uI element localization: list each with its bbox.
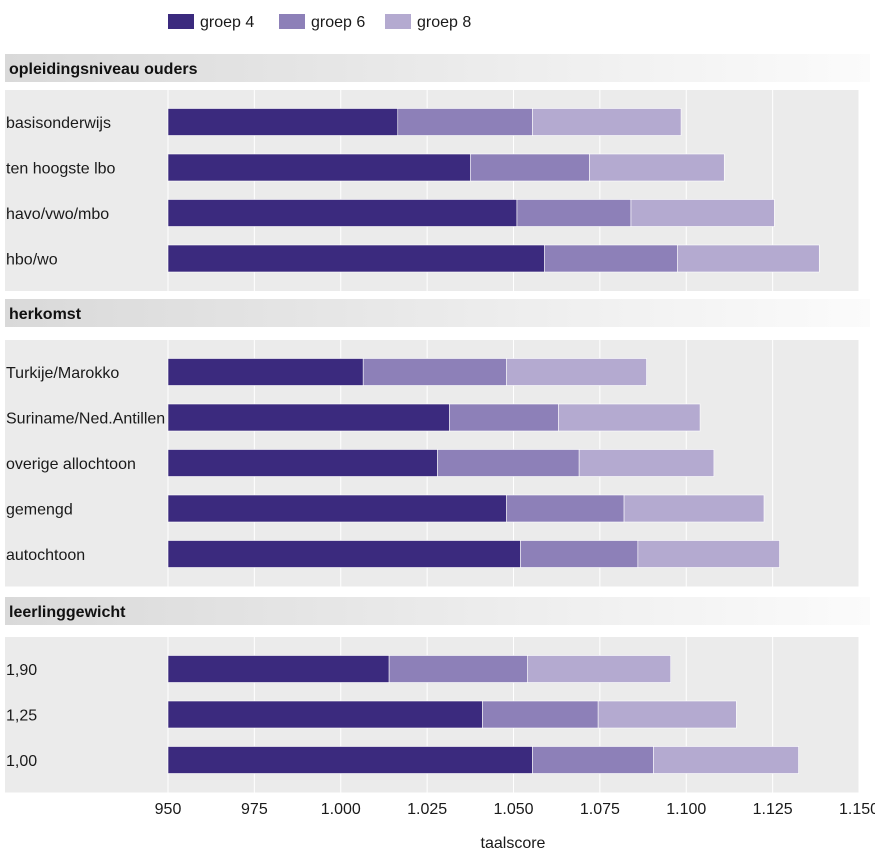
bar-segment-groep-8: [532, 108, 682, 136]
x-tick-label: 975: [241, 801, 268, 818]
x-axis: 950 975 1.000 1.025 1.050 1.075 1.100 1.125 1.15…: [155, 801, 875, 852]
bar-segment-groep-8: [623, 494, 765, 523]
bar-segment-groep-6: [544, 244, 678, 273]
bar-segment-groep-8: [597, 700, 737, 729]
bar-segment-groep-4: [167, 700, 483, 729]
bar-segment-groep-8: [558, 403, 701, 432]
x-tick-label: 1.125: [753, 801, 793, 818]
bar-segment-groep-8: [637, 540, 780, 568]
bar-segment-groep-6: [437, 449, 580, 477]
x-tick-label: 1.100: [666, 801, 706, 818]
bar-segment-groep-6: [482, 700, 599, 729]
category-label: 1,90: [6, 662, 37, 679]
category-label: hbo/wo: [6, 252, 58, 269]
bar-segment-groep-8: [630, 199, 775, 227]
group-title: herkomst: [9, 306, 82, 323]
x-axis-label: taalscore: [481, 835, 546, 852]
category-label: 1,00: [6, 753, 37, 770]
legend-swatch-2: [279, 14, 305, 29]
bar-segment-groep-8: [677, 244, 820, 273]
bar-segment-groep-4: [167, 358, 364, 386]
bar-segment-groep-6: [520, 540, 639, 568]
category-label: basisonderwijs: [6, 115, 111, 132]
legend: groep 4 groep 6 groep 8: [168, 14, 471, 31]
category-label: overige allochtoon: [6, 456, 136, 473]
legend-label-3: groep 8: [417, 14, 471, 31]
bar-segment-groep-4: [167, 199, 518, 227]
group-3: leerlinggewicht 1,90 1,25 1,00: [5, 597, 870, 793]
legend-swatch-1: [168, 14, 194, 29]
bar-segment-groep-6: [449, 403, 559, 432]
group-header-band: [5, 597, 870, 625]
chart-groups: opleidingsniveau ouders basisonderwijs ten…: [5, 54, 870, 793]
bar-segment-groep-4: [167, 108, 399, 136]
x-tick-label: 1.150: [839, 801, 875, 818]
category-label: autochtoon: [6, 547, 85, 564]
x-tick-label: 1.075: [580, 801, 620, 818]
group-2: herkomst Turkije/Marokko Suriname/Ned.Anti…: [5, 299, 870, 587]
group-title: leerlinggewicht: [9, 604, 126, 621]
bar-segment-groep-8: [527, 655, 672, 683]
category-label: Turkije/Marokko: [6, 365, 119, 382]
legend-label-2: groep 6: [311, 14, 365, 31]
category-label: Suriname/Ned.Antillen: [6, 411, 165, 428]
bar-segment-groep-6: [506, 494, 625, 523]
x-tick-label: 1.050: [493, 801, 533, 818]
category-label: 1,25: [6, 708, 37, 725]
bar-segment-groep-4: [167, 403, 450, 432]
bar-segment-groep-6: [470, 153, 590, 182]
category-label: havo/vwo/mbo: [6, 206, 109, 223]
x-tick-label: 950: [155, 801, 182, 818]
bar-segment-groep-8: [506, 358, 647, 386]
group-title: opleidingsniveau ouders: [9, 61, 198, 78]
legend-label-1: groep 4: [200, 14, 254, 31]
bar-segment-groep-4: [167, 746, 533, 774]
bar-segment-groep-6: [516, 199, 632, 227]
category-label: gemengd: [6, 502, 73, 519]
category-label: ten hoogste lbo: [6, 161, 116, 178]
x-tick-label: 1.025: [407, 801, 447, 818]
group-header-band: [5, 299, 870, 327]
bar-segment-groep-8: [653, 746, 799, 774]
bar-segment-groep-6: [397, 108, 533, 136]
bar-segment-groep-6: [532, 746, 654, 774]
legend-swatch-3: [385, 14, 411, 29]
x-tick-label: 1.000: [321, 801, 361, 818]
group-header-band: [5, 54, 870, 82]
bar-segment-groep-4: [167, 244, 545, 273]
bar-segment-groep-4: [167, 655, 390, 683]
bar-segment-groep-4: [167, 494, 507, 523]
bar-segment-groep-8: [589, 153, 725, 182]
bar-segment-groep-4: [167, 153, 471, 182]
group-1: opleidingsniveau ouders basisonderwijs ten…: [5, 54, 870, 291]
bar-segment-groep-4: [167, 540, 521, 568]
bar-segment-groep-4: [167, 449, 438, 477]
bar-segment-groep-6: [362, 358, 507, 386]
bar-segment-groep-6: [388, 655, 528, 683]
bar-segment-groep-8: [578, 449, 715, 477]
